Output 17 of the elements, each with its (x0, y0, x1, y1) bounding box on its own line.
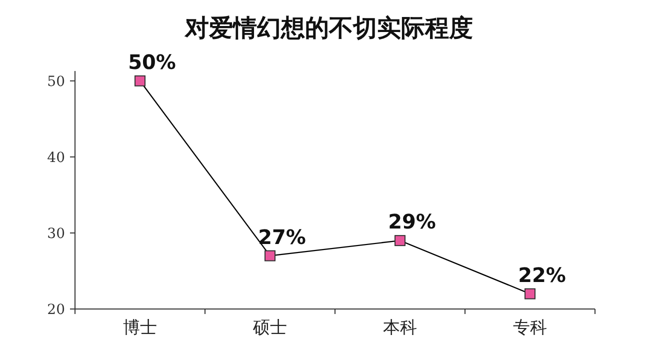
data-label: 27% (258, 224, 306, 249)
data-label: 50% (128, 50, 176, 74)
x-tick-label: 硕士 (252, 318, 287, 338)
x-tick-label: 博士 (123, 318, 157, 338)
y-tick-label: 30 (47, 226, 65, 242)
point (524, 288, 536, 300)
x-tick-label: 本科 (383, 318, 417, 338)
point (394, 235, 406, 246)
y-tick-label: 20 (47, 302, 65, 318)
chart-title: 对爱情幻想的不切实际程度 (184, 14, 473, 42)
point (264, 250, 276, 262)
y-tick-label: 40 (47, 150, 65, 166)
data-label: 22% (518, 262, 566, 287)
x-tick-label: 专科 (513, 318, 547, 338)
point (134, 75, 146, 86)
data-label: 29% (388, 210, 436, 234)
y-tick-label: 50 (47, 74, 65, 90)
